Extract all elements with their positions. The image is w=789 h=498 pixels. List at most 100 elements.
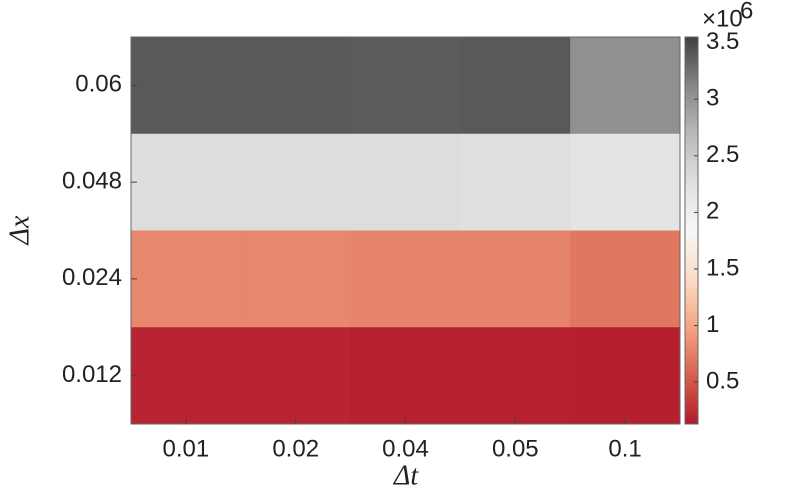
colorbar-multiplier: ×10 <box>702 5 743 32</box>
heatmap-cell <box>350 327 461 425</box>
colorbar-segment <box>685 398 698 402</box>
colorbar-tick-label: 1.5 <box>706 254 739 281</box>
colorbar-segment <box>685 401 698 406</box>
colorbar-segment <box>685 385 698 390</box>
colorbar-segment <box>685 107 698 112</box>
colorbar-segment <box>685 162 698 167</box>
x-tick-label: 0.04 <box>382 435 429 462</box>
colorbar-segment <box>685 172 698 177</box>
heatmap-cell <box>240 133 352 231</box>
colorbar-segment <box>685 37 698 41</box>
colorbar-segment <box>685 207 698 212</box>
colorbar-segment <box>685 356 698 360</box>
heatmap-cell <box>570 133 681 231</box>
colorbar-tick-label: 2.5 <box>706 141 739 168</box>
heatmap-cell <box>131 327 242 425</box>
x-tick-label: 0.1 <box>608 435 641 462</box>
colorbar-segment <box>685 146 698 151</box>
heatmap-cell <box>131 37 242 135</box>
heatmap-cell <box>570 327 681 425</box>
colorbar-segment <box>685 175 698 180</box>
heatmap-cell <box>460 230 571 328</box>
colorbar-segment <box>685 91 698 96</box>
x-axis-label: Δt <box>393 460 419 491</box>
colorbar-segment <box>685 269 698 273</box>
colorbar-segment <box>685 140 698 144</box>
colorbar-segment <box>685 375 698 380</box>
colorbar-segment <box>685 314 698 319</box>
colorbar-segment <box>685 327 698 331</box>
colorbar-segment <box>685 369 698 373</box>
heatmap-cell <box>350 133 461 231</box>
colorbar-segment <box>685 417 698 422</box>
colorbar-segment <box>685 185 698 190</box>
colorbar-segment <box>685 191 698 196</box>
colorbar-segment <box>685 133 698 138</box>
colorbar-segment <box>685 388 698 393</box>
x-tick-label: 0.05 <box>492 435 539 462</box>
colorbar-segment <box>685 136 698 141</box>
colorbar-segment <box>685 259 698 264</box>
heatmap-cell <box>131 230 242 328</box>
heatmap-cell <box>131 133 242 231</box>
colorbar-segment <box>685 75 698 80</box>
colorbar-segment <box>685 166 698 170</box>
colorbar-segment <box>685 220 698 225</box>
colorbar-segment <box>685 227 698 231</box>
colorbar-segment <box>685 59 698 64</box>
colorbar-segment <box>685 204 698 209</box>
colorbar-segment <box>685 295 698 299</box>
colorbar-segment <box>685 359 698 364</box>
colorbar-segment <box>685 404 698 409</box>
colorbar-segment <box>685 311 698 315</box>
colorbar-segment <box>685 127 698 132</box>
colorbar-segment <box>685 282 698 286</box>
y-tick-label: 0.048 <box>62 167 122 194</box>
colorbar-segment <box>685 336 698 341</box>
colorbar-segment <box>685 95 698 99</box>
colorbar-segment <box>685 288 698 293</box>
colorbar-segment <box>685 156 698 161</box>
colorbar-segment <box>685 82 698 86</box>
colorbar-segment <box>685 243 698 248</box>
colorbar-segment <box>685 124 698 128</box>
colorbar-segment <box>685 159 698 164</box>
colorbar-segment <box>685 178 698 183</box>
colorbar-segment <box>685 240 698 244</box>
colorbar-segment <box>685 224 698 228</box>
colorbar-segment <box>685 420 698 425</box>
heatmap-cell <box>460 327 571 425</box>
colorbar-segment <box>685 130 698 135</box>
colorbar-segment <box>685 85 698 90</box>
colorbar-segment <box>685 195 698 199</box>
colorbar-segment <box>685 46 698 51</box>
colorbar-segment <box>685 256 698 261</box>
colorbar-segment <box>685 111 698 115</box>
colorbar-segment <box>685 72 698 77</box>
colorbar-tick-label: 3 <box>706 85 719 112</box>
colorbar-tick-label: 2 <box>706 198 719 225</box>
colorbar-segment <box>685 278 698 283</box>
colorbar-segment <box>685 182 698 186</box>
colorbar-tick-label: 3.5 <box>706 28 739 55</box>
colorbar-segment <box>685 236 698 241</box>
y-tick-label: 0.06 <box>75 71 122 98</box>
colorbar-segment <box>685 353 698 357</box>
colorbar-segment <box>685 304 698 309</box>
colorbar-segment <box>685 340 698 344</box>
colorbar-segment <box>685 49 698 54</box>
colorbar-segment <box>685 143 698 148</box>
colorbar-segment <box>685 291 698 296</box>
colorbar-segment <box>685 62 698 67</box>
y-axis-label: Δx <box>4 215 35 245</box>
colorbar-segment <box>685 214 698 219</box>
heatmap-cell <box>240 230 352 328</box>
colorbar-segment <box>685 211 698 215</box>
colorbar-segment <box>685 407 698 412</box>
colorbar-segment <box>685 149 698 154</box>
colorbar-segment <box>685 324 698 328</box>
colorbar-segment <box>685 382 698 386</box>
colorbar-segment <box>685 349 698 354</box>
colorbar-segment <box>685 188 698 193</box>
colorbar-segment <box>685 53 698 57</box>
